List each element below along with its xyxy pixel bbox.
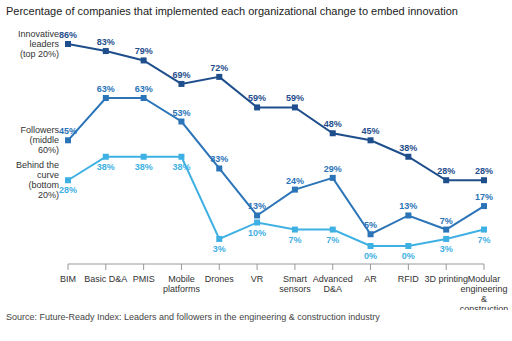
svg-text:29%: 29% [324,164,342,174]
svg-text:7%: 7% [477,235,490,245]
svg-text:3%: 3% [213,244,226,254]
html-text:Percentage of companies that i: Percentage of companies that implemented… [6,5,458,17]
svg-text:7%: 7% [440,216,453,226]
svg-text:28%: 28% [437,166,455,176]
svg-text:38%: 38% [172,162,190,172]
svg-text:59%: 59% [248,93,266,103]
svg-text:Behind thecurve(bottom20%): Behind thecurve(bottom20%) [16,160,59,200]
svg-text:28%: 28% [475,166,493,176]
svg-text:5%: 5% [364,220,377,230]
svg-text:45%: 45% [59,126,77,136]
svg-text:3D printing: 3D printing [424,274,468,284]
svg-text:0%: 0% [364,251,377,261]
svg-text:13%: 13% [248,201,266,211]
svg-text:Modularengineering&constructio: Modularengineering&construction [460,274,504,310]
svg-text:RFID: RFID [398,274,419,284]
svg-text:Mobileplatforms: Mobileplatforms [163,274,201,294]
svg-text:Followers(middle60%): Followers(middle60%) [20,125,59,155]
svg-text:0%: 0% [402,251,415,261]
svg-text:38%: 38% [399,143,417,153]
svg-text:53%: 53% [172,108,190,118]
svg-text:AdvancedD&A: AdvancedD&A [313,274,353,294]
svg-text:Innovativeleaders(top 20%): Innovativeleaders(top 20%) [18,29,60,59]
svg-text:38%: 38% [97,162,115,172]
svg-text:38%: 38% [135,162,153,172]
svg-text:63%: 63% [97,84,115,94]
svg-text:10%: 10% [248,228,266,238]
svg-text:7%: 7% [288,235,301,245]
svg-text:Smartsensors: Smartsensors [279,274,311,294]
svg-text:BIM: BIM [60,274,76,284]
svg-text:13%: 13% [399,201,417,211]
svg-text:45%: 45% [362,126,380,136]
svg-text:PMIS: PMIS [133,274,155,284]
svg-text:7%: 7% [326,235,339,245]
svg-text:69%: 69% [172,70,190,80]
svg-text:59%: 59% [286,93,304,103]
svg-text:79%: 79% [135,46,153,56]
svg-text:86%: 86% [59,30,77,40]
svg-text:Drones: Drones [205,274,235,284]
svg-text:72%: 72% [210,63,228,73]
svg-text:28%: 28% [59,185,77,195]
html-text:Source: Future-Ready Index: Le: Source: Future-Ready Index: Leaders and … [6,312,380,322]
svg-text:AR: AR [364,274,377,284]
svg-text:63%: 63% [135,84,153,94]
svg-text:VR: VR [251,274,264,284]
svg-text:48%: 48% [324,119,342,129]
svg-text:3%: 3% [440,244,453,254]
svg-text:Basic D&A: Basic D&A [84,274,127,284]
svg-text:33%: 33% [210,154,228,164]
svg-text:24%: 24% [286,176,304,186]
svg-text:83%: 83% [97,37,115,47]
svg-text:17%: 17% [475,192,493,202]
